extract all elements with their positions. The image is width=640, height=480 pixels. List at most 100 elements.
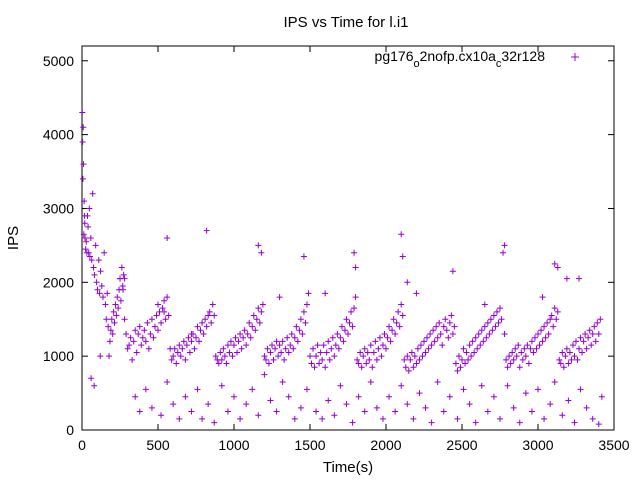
data-point: [334, 331, 341, 337]
data-point: [413, 290, 420, 297]
x-tick-label: 2500: [446, 437, 477, 453]
data-point: [319, 415, 326, 422]
data-point: [457, 364, 464, 371]
data-point: [437, 331, 444, 337]
data-point: [170, 401, 177, 408]
data-point: [416, 390, 423, 397]
data-point: [273, 408, 280, 415]
data-point: [434, 334, 441, 341]
data-point: [138, 342, 145, 349]
data-point: [404, 401, 411, 408]
data-point: [510, 404, 517, 411]
series-points: [79, 109, 605, 428]
data-point: [343, 401, 350, 408]
data-point: [481, 301, 488, 308]
data-point: [487, 316, 494, 323]
data-point: [431, 338, 438, 345]
data-point: [352, 264, 359, 271]
data-point: [539, 338, 546, 345]
data-point: [94, 286, 101, 293]
data-point: [88, 257, 95, 264]
x-tick-label: 3500: [598, 437, 629, 453]
data-point: [279, 338, 286, 345]
data-point: [282, 345, 289, 352]
data-point: [218, 382, 225, 389]
data-point: [297, 404, 304, 411]
data-point: [360, 353, 367, 360]
data-point: [319, 356, 326, 363]
data-point: [361, 408, 368, 415]
data-point: [89, 190, 96, 197]
data-point: [367, 379, 374, 385]
data-point: [173, 360, 180, 367]
data-point: [351, 305, 358, 312]
data-point: [466, 342, 473, 349]
data-point: [88, 375, 95, 382]
data-point: [328, 345, 335, 352]
data-point: [232, 334, 239, 341]
data-point: [439, 342, 446, 349]
chart-title: IPS vs Time for l.i1: [283, 14, 408, 31]
data-point: [300, 253, 307, 260]
x-tick-label: 3000: [522, 437, 553, 453]
data-point: [376, 334, 383, 341]
data-point: [474, 345, 481, 352]
data-point: [255, 242, 262, 249]
data-point: [90, 264, 97, 271]
data-point: [141, 327, 148, 334]
data-point: [294, 338, 301, 345]
data-point: [258, 308, 265, 315]
data-point: [533, 345, 540, 352]
data-point: [361, 345, 368, 352]
data-point: [421, 338, 427, 345]
data-point: [229, 353, 236, 360]
data-point: [171, 345, 178, 352]
data-point: [589, 331, 596, 337]
data-point: [123, 331, 130, 337]
data-point: [241, 327, 248, 334]
data-point: [410, 415, 417, 422]
data-point: [580, 338, 587, 345]
data-point: [256, 319, 263, 326]
data-point: [369, 364, 376, 371]
data-point: [199, 319, 206, 326]
legend-marker-plus: [571, 53, 579, 61]
y-tick-label: 5000: [43, 53, 74, 69]
data-point: [281, 356, 288, 363]
data-point: [234, 349, 241, 356]
data-point: [155, 301, 161, 308]
data-point: [79, 109, 86, 116]
data-point: [440, 408, 447, 415]
data-point: [279, 379, 286, 385]
data-point: [113, 312, 120, 319]
data-point: [472, 334, 479, 341]
plot-frame: [81, 45, 615, 431]
data-point: [240, 334, 247, 341]
data-point: [311, 364, 318, 371]
data-point: [331, 412, 338, 419]
data-point: [519, 356, 526, 363]
data-point: [287, 342, 294, 349]
data-point: [387, 338, 394, 345]
data-point: [398, 301, 405, 308]
data-point: [559, 412, 566, 419]
data-point: [507, 360, 514, 367]
data-point: [338, 323, 345, 330]
data-point: [592, 338, 599, 345]
data-point: [136, 323, 143, 330]
data-point: [109, 331, 116, 337]
data-point: [322, 290, 329, 297]
data-point: [351, 249, 358, 256]
data-point: [159, 305, 166, 312]
data-point: [224, 408, 231, 415]
y-tick-label: 3000: [43, 200, 74, 216]
data-point: [235, 338, 242, 345]
data-point: [405, 367, 412, 374]
data-point: [112, 301, 119, 308]
data-point: [528, 408, 535, 415]
data-point: [317, 349, 324, 356]
data-point: [455, 353, 462, 360]
data-point: [325, 397, 332, 404]
data-point: [91, 271, 98, 278]
